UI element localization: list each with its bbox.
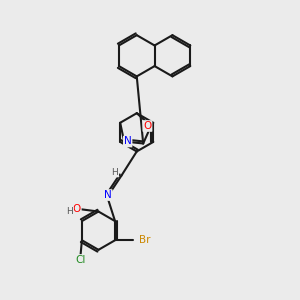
Text: H: H <box>112 168 118 177</box>
Text: N: N <box>104 190 112 200</box>
Text: O: O <box>73 204 81 214</box>
Text: H: H <box>67 207 73 216</box>
Text: Cl: Cl <box>75 255 85 265</box>
Text: Br: Br <box>139 235 151 245</box>
Text: O: O <box>143 121 152 131</box>
Text: N: N <box>124 136 132 146</box>
